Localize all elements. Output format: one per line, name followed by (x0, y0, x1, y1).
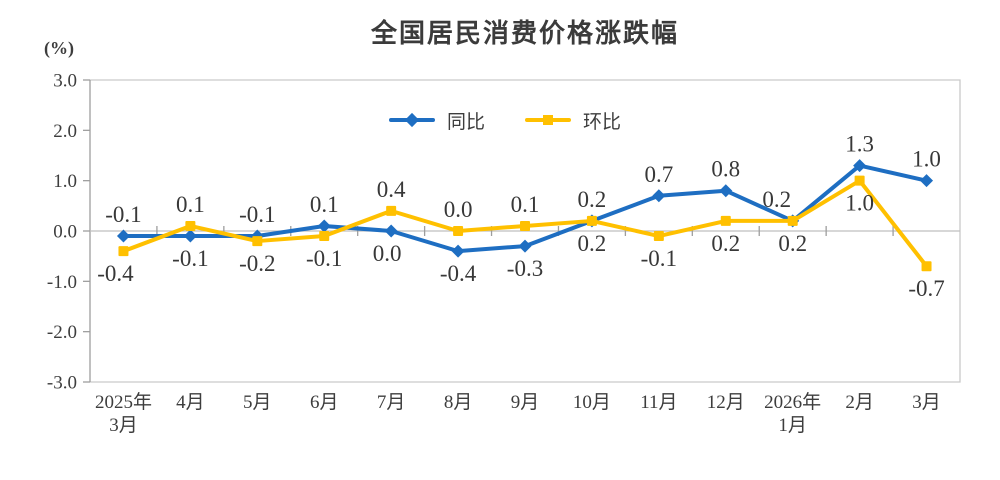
data-point-mom (319, 231, 330, 242)
point-value-label-yoy: 0.2 (578, 231, 607, 256)
y-tick-label: 2.0 (53, 121, 77, 142)
data-point-mom (586, 215, 597, 226)
data-point-yoy (652, 189, 666, 203)
point-value-label-yoy: 0.7 (644, 162, 673, 187)
point-value-label-mom: 0.0 (444, 197, 473, 222)
series-mom: -0.4 0.1 -0.2 -0.1 0.4 0.0 0.1 0.2 -0.1 0.2 0.2 1.0… (97, 175, 945, 301)
data-point-mom (118, 246, 129, 257)
square-marker-icon (543, 115, 553, 125)
point-value-label-yoy: 1.3 (845, 132, 874, 157)
x-category-label: 2025年 (95, 391, 152, 413)
data-point-yoy (317, 219, 331, 233)
point-value-label-mom: -0.2 (239, 251, 275, 276)
point-value-label-yoy: -0.3 (507, 256, 543, 281)
data-point-mom (854, 175, 865, 186)
point-value-label-mom: 1.0 (845, 191, 874, 216)
data-point-mom (921, 261, 932, 272)
point-value-label-mom: 0.4 (377, 177, 406, 202)
point-value-label-mom: 0.1 (176, 192, 205, 217)
point-value-label-mom: 0.2 (778, 231, 807, 256)
chart-title: 全国居民消费价格涨跌幅 (370, 18, 679, 48)
data-point-mom (386, 205, 397, 216)
x-category-label: 7月 (377, 392, 406, 413)
data-point-mom (520, 220, 530, 231)
x-category-label: 6月 (310, 392, 339, 413)
x-category-label: 4月 (176, 392, 205, 413)
diamond-marker-icon (404, 112, 420, 128)
x-category-label: 1月 (778, 415, 807, 436)
legend-swatch-mom (525, 112, 571, 128)
data-point-mom (653, 231, 664, 242)
data-point-mom (720, 215, 731, 226)
x-category-label: 10月 (573, 392, 611, 413)
y-tick-label: 3.0 (53, 71, 77, 92)
point-value-label-yoy: 1.0 (912, 147, 941, 172)
point-value-label-yoy: 0.1 (310, 192, 339, 217)
point-value-label-yoy: -0.1 (172, 246, 208, 271)
data-point-yoy (384, 224, 398, 238)
point-value-label-yoy: -0.4 (440, 261, 477, 286)
x-category-label: 2026年 (764, 391, 821, 413)
point-value-label-yoy: 0.8 (711, 157, 740, 182)
data-point-yoy (183, 229, 197, 243)
y-tick-label: -1.0 (47, 272, 77, 293)
point-value-label-mom: 0.1 (511, 192, 540, 217)
x-category-label: 11月 (640, 392, 677, 413)
x-category-label: 3月 (109, 415, 138, 436)
point-value-label-yoy: 0.2 (762, 187, 791, 212)
data-point-mom (453, 226, 464, 236)
data-point-yoy (920, 174, 934, 188)
data-point-mom (787, 215, 798, 226)
point-value-label-yoy: -0.1 (239, 202, 275, 227)
legend-item-yoy: 同比 (388, 107, 485, 134)
legend-swatch-yoy (388, 112, 435, 128)
y-tick-label: -3.0 (47, 373, 77, 394)
data-point-mom (185, 220, 196, 231)
y-tick-label: -2.0 (47, 322, 77, 343)
data-point-mom (252, 236, 263, 247)
y-axis-unit-label: (%) (44, 38, 74, 58)
x-category-label: 3月 (912, 392, 941, 413)
point-value-label-mom: -0.7 (908, 276, 944, 301)
data-point-yoy (719, 184, 733, 198)
x-category-label: 8月 (444, 392, 473, 413)
point-value-label-yoy: -0.1 (105, 202, 141, 227)
point-value-label-mom: -0.1 (306, 246, 342, 271)
x-category-label: 2月 (845, 392, 874, 413)
x-category-label: 5月 (243, 392, 272, 413)
point-value-label-mom: 0.2 (711, 231, 740, 256)
data-point-yoy (116, 229, 130, 243)
y-tick-label: 1.0 (53, 171, 77, 192)
y-tick-label: 0.0 (53, 222, 77, 243)
chart-legend: 同比 环比 (50, 106, 960, 134)
point-value-label-yoy: 0.0 (373, 241, 402, 266)
data-point-yoy (853, 159, 867, 173)
legend-label-mom: 环比 (583, 111, 622, 133)
x-category-label: 9月 (511, 392, 540, 413)
legend-item-mom: 环比 (525, 107, 621, 134)
point-value-label-mom: -0.1 (641, 246, 677, 271)
x-category-label: 12月 (707, 392, 745, 413)
legend-label-yoy: 同比 (446, 111, 485, 133)
point-value-label-mom: -0.4 (97, 261, 134, 286)
point-value-label-mom: 0.2 (578, 187, 607, 212)
data-point-yoy (451, 244, 465, 258)
data-point-yoy (518, 239, 532, 253)
